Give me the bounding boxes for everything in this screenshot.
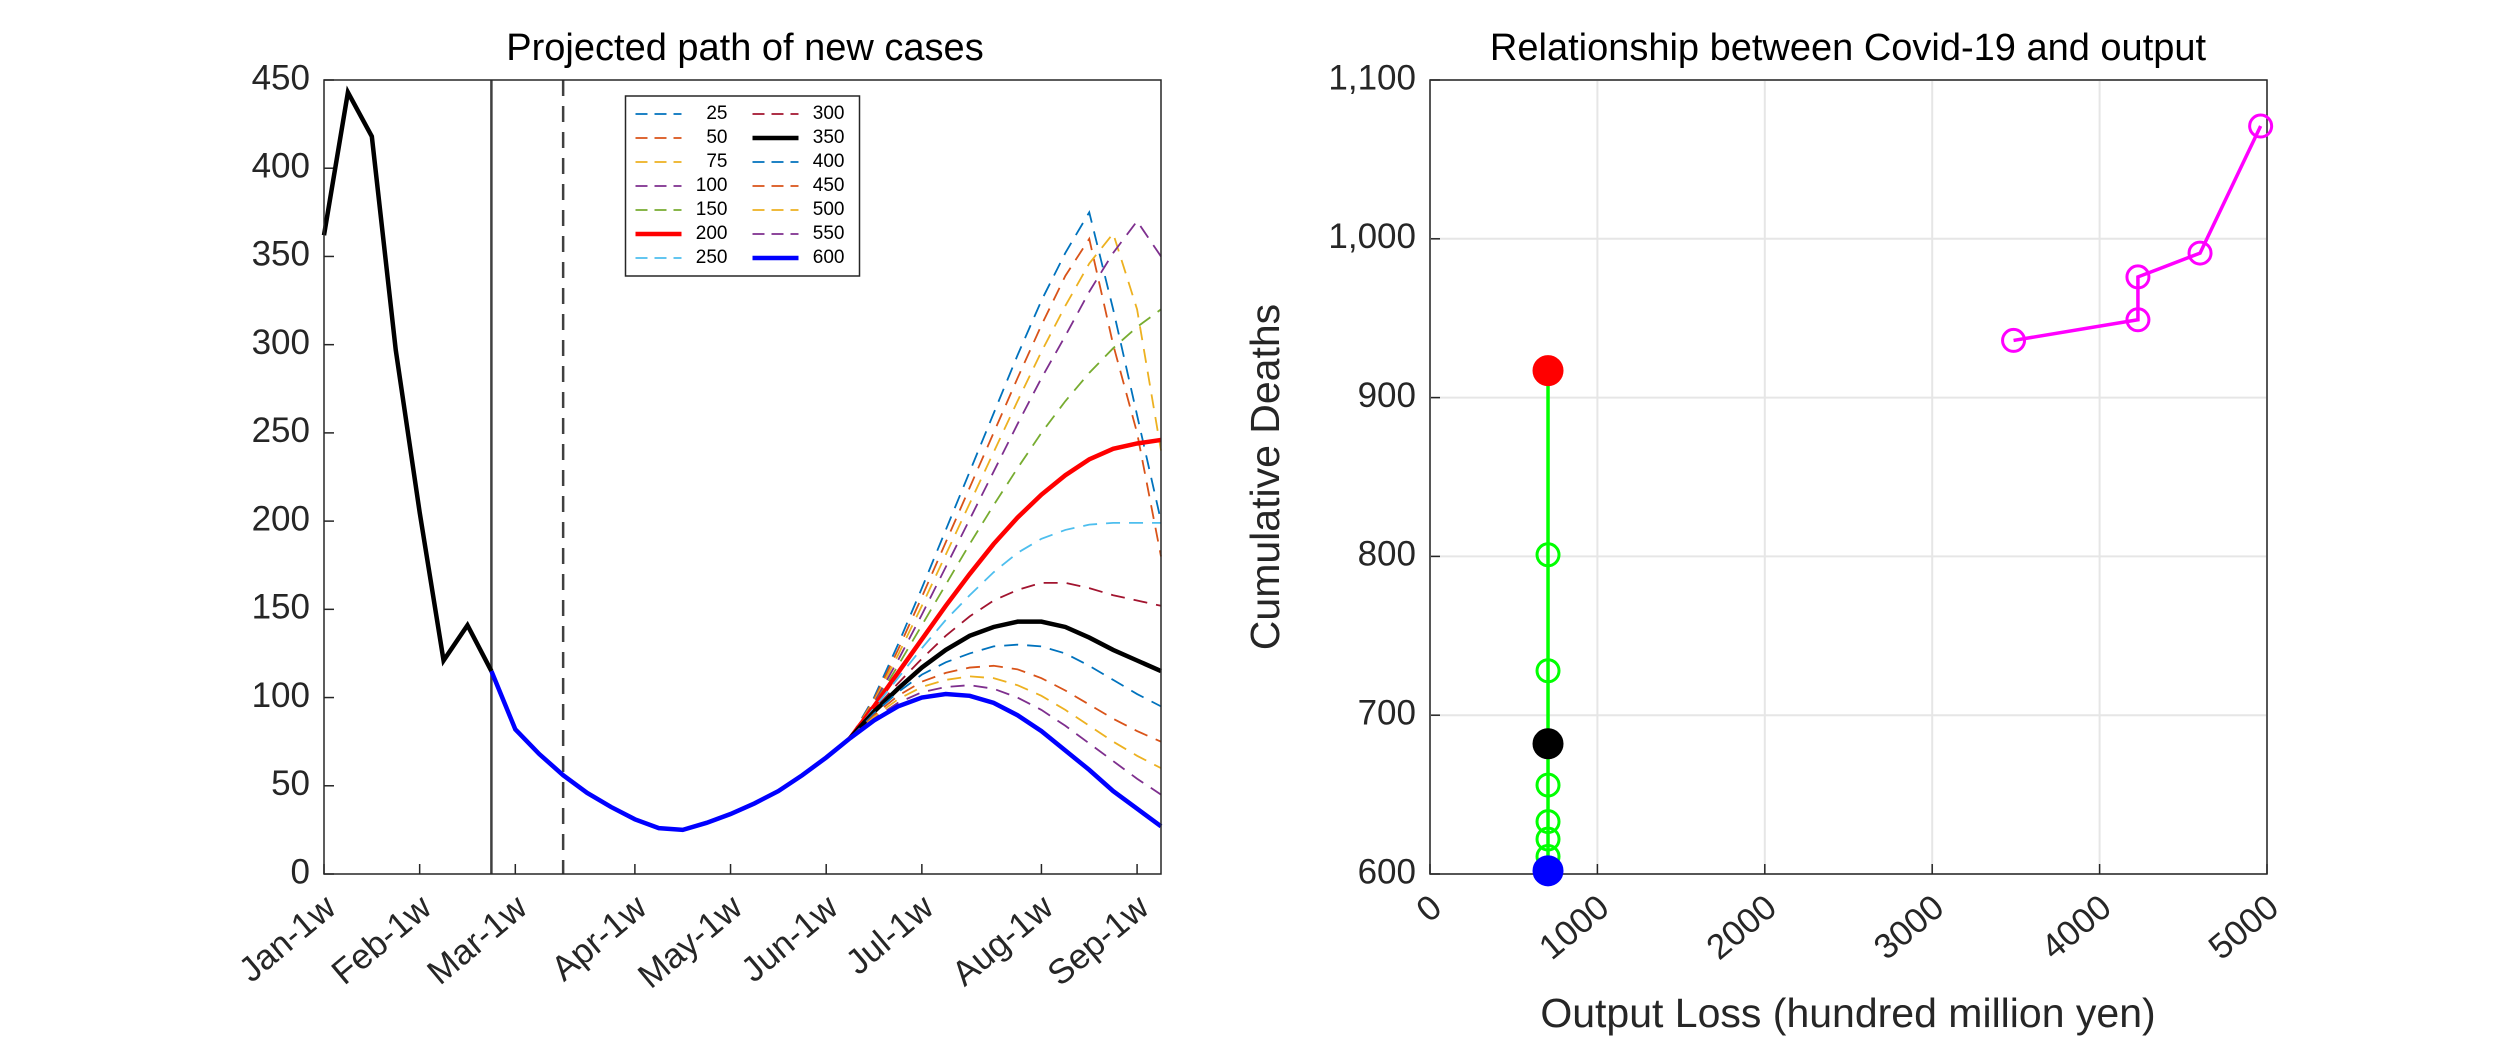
- legend-label: 100: [696, 175, 728, 196]
- y-tick-label: 100: [252, 676, 310, 715]
- scenario-line: [849, 308, 1162, 739]
- y-tick-label: 200: [252, 499, 310, 538]
- legend-label: 250: [696, 247, 728, 268]
- x-tick-label: Jun-1w: [734, 887, 846, 990]
- point: [1532, 355, 1564, 387]
- point: [1535, 826, 1561, 852]
- scenario-line: [848, 691, 1163, 829]
- series-line: [2013, 125, 2263, 343]
- legend-label: 25: [706, 103, 727, 124]
- x-tick-label: 1000: [1532, 887, 1617, 967]
- x-tick-label: 2000: [1699, 887, 1784, 967]
- axes-box: [323, 79, 1162, 875]
- y-tick-label: 300: [252, 323, 310, 362]
- left-title: Projected path of new cases: [506, 27, 983, 69]
- x-tick-label: 4000: [2034, 887, 2119, 967]
- scenario-line: [849, 684, 1162, 796]
- y-tick-label: 350: [252, 235, 310, 274]
- legend-label: 50: [706, 127, 727, 148]
- y-tick-label: 250: [252, 411, 310, 450]
- legend-label: 550: [813, 223, 845, 244]
- scenario-line: [848, 437, 1162, 740]
- scenario-line: [849, 675, 1162, 769]
- plot-area: [1430, 80, 2267, 874]
- point: [2187, 240, 2213, 266]
- point: [2248, 113, 2274, 139]
- legend-label: 350: [813, 127, 845, 148]
- scenario-line: [849, 643, 1162, 739]
- y-tick-label: 400: [252, 146, 310, 185]
- y-tick-label: 150: [252, 588, 310, 627]
- point: [2125, 307, 2151, 333]
- x-tick-label: Sep-1w: [1040, 887, 1157, 994]
- x-tick-label: Mar-1w: [420, 887, 535, 992]
- x-tick-label: 5000: [2201, 887, 2286, 967]
- point: [1535, 542, 1561, 568]
- legend-label: 600: [813, 247, 845, 268]
- y-tick-label: 0: [291, 852, 310, 891]
- scenario-line: [849, 209, 1162, 739]
- y-tick-label: 1,000: [1328, 217, 1416, 256]
- scenario-line: [849, 236, 1162, 739]
- legend-label: 150: [696, 199, 728, 220]
- scenario-line: [849, 219, 1162, 739]
- x-tick-label: Aug-1w: [945, 887, 1062, 994]
- x-axis-label: Output Loss (hundred million yen): [1540, 990, 2155, 1036]
- x-tick-label: Jan-1w: [232, 887, 344, 990]
- legend-label: 400: [813, 151, 845, 172]
- point: [1535, 658, 1561, 684]
- legend-label: 200: [696, 223, 728, 244]
- scenario-line: [849, 521, 1161, 739]
- point: [1535, 772, 1561, 798]
- axes-box: [1429, 79, 2268, 875]
- x-tick-label: 0: [1409, 887, 1449, 929]
- y-tick-label: 800: [1358, 535, 1416, 574]
- legend-label: 300: [813, 103, 845, 124]
- scenario-line: [849, 581, 1162, 739]
- scenario-line: [848, 619, 1162, 740]
- y-tick-label: 900: [1358, 376, 1416, 415]
- legend-label: 75: [706, 151, 727, 172]
- y-tick-label: 600: [1358, 852, 1416, 891]
- x-tick-label: 3000: [1867, 887, 1952, 967]
- point: [2001, 327, 2027, 353]
- legend-label: 500: [813, 199, 845, 220]
- point: [1532, 855, 1564, 887]
- y-tick-label: 450: [252, 58, 310, 97]
- y-axis-label: Cumulative Deaths: [1242, 304, 1288, 650]
- right-title: Relationship between Covid-19 and output: [1490, 27, 2207, 69]
- x-tick-label: May-1w: [631, 887, 750, 996]
- x-tick-label: Jul-1w: [838, 887, 941, 982]
- y-tick-label: 50: [271, 764, 310, 803]
- base-line: [489, 670, 852, 833]
- legend-label: 450: [813, 175, 845, 196]
- scenario-line: [849, 231, 1162, 739]
- point: [2125, 264, 2151, 290]
- y-tick-label: 700: [1358, 693, 1416, 732]
- y-tick-label: 1,100: [1328, 58, 1416, 97]
- observed-line: [321, 85, 494, 673]
- x-tick-label: Feb-1w: [324, 887, 439, 992]
- point: [1535, 809, 1561, 835]
- point: [1532, 728, 1564, 760]
